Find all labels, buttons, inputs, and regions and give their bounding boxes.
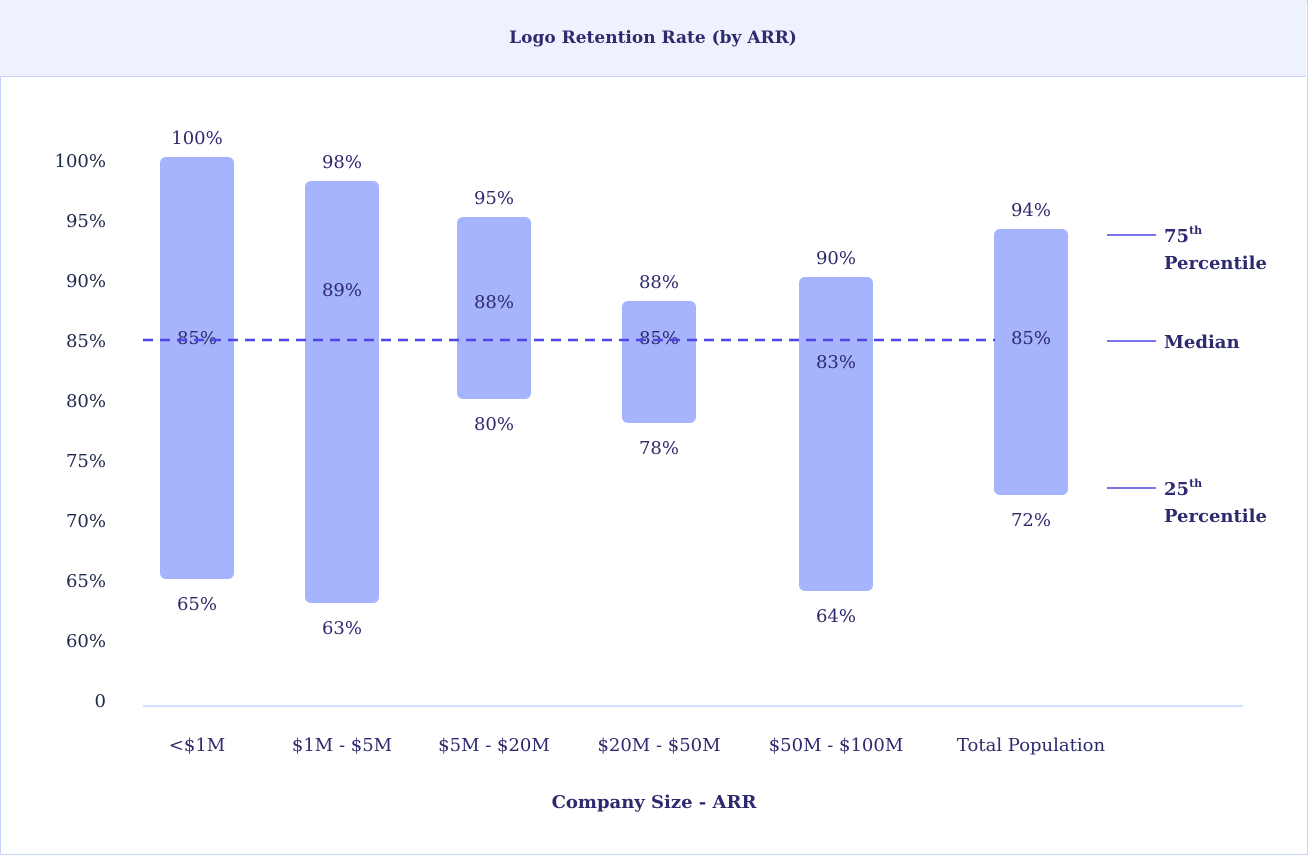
x-tick-label: $5M - $20M bbox=[438, 735, 550, 756]
legend-label-line2: Percentile bbox=[1164, 506, 1267, 527]
range-bar bbox=[305, 181, 379, 603]
y-tick-label: 100% bbox=[55, 151, 106, 172]
range-bar bbox=[994, 229, 1068, 495]
median-label: 85% bbox=[177, 328, 217, 349]
range-bar bbox=[457, 217, 531, 399]
median-label: 85% bbox=[639, 328, 679, 349]
legend-label: 75th bbox=[1164, 224, 1202, 247]
y-tick-label: 0 bbox=[95, 691, 106, 712]
y-tick-label: 70% bbox=[66, 511, 106, 532]
p25-label: 63% bbox=[322, 618, 362, 639]
legend-label: Median bbox=[1164, 332, 1240, 353]
p25-label: 78% bbox=[639, 438, 679, 459]
p75-label: 100% bbox=[171, 128, 222, 149]
legend-label-line2: Percentile bbox=[1164, 253, 1267, 274]
p75-label: 95% bbox=[474, 188, 514, 209]
x-tick-label: Total Population bbox=[957, 735, 1106, 756]
x-tick-label: $1M - $5M bbox=[292, 735, 392, 756]
chart-header: Logo Retention Rate (by ARR) bbox=[0, 0, 1306, 77]
p75-label: 90% bbox=[816, 248, 856, 269]
p25-label: 80% bbox=[474, 414, 514, 435]
x-tick-label: $20M - $50M bbox=[597, 735, 720, 756]
legend-label: 25th bbox=[1164, 477, 1202, 500]
p75-label: 88% bbox=[639, 272, 679, 293]
median-label: 89% bbox=[322, 280, 362, 301]
p25-label: 65% bbox=[177, 594, 217, 615]
p25-label: 64% bbox=[816, 606, 856, 627]
median-label: 88% bbox=[474, 292, 514, 313]
y-tick-label: 65% bbox=[66, 571, 106, 592]
x-tick-label: $50M - $100M bbox=[769, 735, 904, 756]
range-bar bbox=[799, 277, 873, 591]
range-bar bbox=[160, 157, 234, 579]
median-label: 83% bbox=[816, 352, 856, 373]
y-tick-label: 95% bbox=[66, 211, 106, 232]
y-tick-label: 90% bbox=[66, 271, 106, 292]
y-tick-label: 85% bbox=[66, 331, 106, 352]
range-bar bbox=[622, 301, 696, 423]
y-tick-label: 80% bbox=[66, 391, 106, 412]
x-axis-title: Company Size - ARR bbox=[552, 792, 758, 813]
median-label: 85% bbox=[1011, 328, 1051, 349]
p75-label: 94% bbox=[1011, 200, 1051, 221]
y-tick-label: 75% bbox=[66, 451, 106, 472]
y-tick-label: 60% bbox=[66, 631, 106, 652]
x-tick-label: <$1M bbox=[169, 735, 225, 756]
chart-title: Logo Retention Rate (by ARR) bbox=[509, 28, 797, 48]
p25-label: 72% bbox=[1011, 510, 1051, 531]
p75-label: 98% bbox=[322, 152, 362, 173]
